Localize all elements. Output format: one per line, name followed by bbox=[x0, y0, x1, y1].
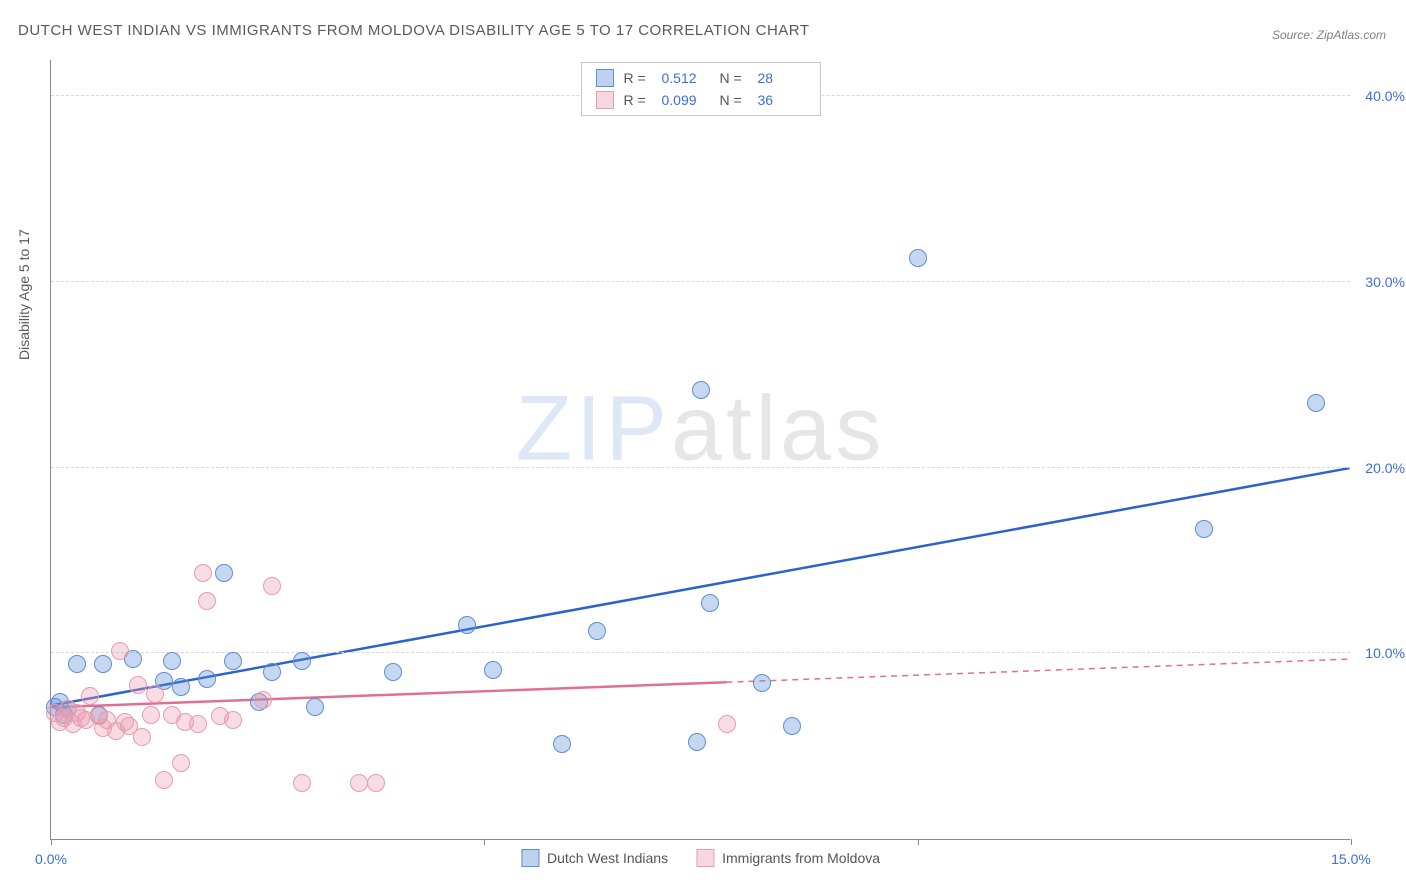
legend-n-value-dutch: 28 bbox=[758, 70, 806, 86]
scatter-point-moldova bbox=[129, 676, 147, 694]
gridline-h bbox=[51, 281, 1350, 282]
scatter-point-dutch bbox=[172, 678, 190, 696]
legend-n-label: N = bbox=[720, 70, 748, 86]
scatter-point-moldova bbox=[224, 711, 242, 729]
scatter-point-moldova bbox=[111, 642, 129, 660]
scatter-point-dutch bbox=[701, 594, 719, 612]
scatter-point-moldova bbox=[81, 687, 99, 705]
y-tick-label: 30.0% bbox=[1355, 274, 1405, 290]
legend-bottom-label: Dutch West Indians bbox=[547, 850, 668, 866]
scatter-point-moldova bbox=[293, 774, 311, 792]
scatter-point-dutch bbox=[484, 661, 502, 679]
legend-swatch-moldova bbox=[596, 91, 614, 109]
scatter-point-moldova bbox=[718, 715, 736, 733]
legend-bottom-label: Immigrants from Moldova bbox=[722, 850, 880, 866]
scatter-point-moldova bbox=[142, 706, 160, 724]
y-tick-label: 20.0% bbox=[1355, 460, 1405, 476]
scatter-point-dutch bbox=[198, 670, 216, 688]
legend-bottom: Dutch West Indians Immigrants from Moldo… bbox=[521, 849, 880, 867]
legend-swatch-dutch bbox=[521, 849, 539, 867]
scatter-point-dutch bbox=[163, 652, 181, 670]
scatter-point-dutch bbox=[688, 733, 706, 751]
scatter-point-dutch bbox=[458, 616, 476, 634]
y-axis-label: Disability Age 5 to 17 bbox=[16, 229, 32, 360]
x-tick-mark bbox=[918, 839, 919, 845]
legend-top-row: R = 0.099 N = 36 bbox=[582, 89, 820, 111]
scatter-point-dutch bbox=[68, 655, 86, 673]
scatter-point-moldova bbox=[146, 685, 164, 703]
gridline-h bbox=[51, 467, 1350, 468]
scatter-point-dutch bbox=[909, 249, 927, 267]
scatter-point-dutch bbox=[692, 381, 710, 399]
x-tick-mark bbox=[51, 839, 52, 845]
gridline-h bbox=[51, 652, 1350, 653]
chart-title: DUTCH WEST INDIAN VS IMMIGRANTS FROM MOL… bbox=[18, 22, 810, 39]
scatter-point-moldova bbox=[133, 728, 151, 746]
legend-top: R = 0.512 N = 28 R = 0.099 N = 36 bbox=[581, 62, 821, 116]
scatter-point-moldova bbox=[172, 754, 190, 772]
scatter-point-moldova bbox=[367, 774, 385, 792]
legend-swatch-moldova bbox=[696, 849, 714, 867]
x-tick-label: 15.0% bbox=[1331, 851, 1371, 867]
scatter-point-dutch bbox=[384, 663, 402, 681]
scatter-point-dutch bbox=[783, 717, 801, 735]
legend-r-label: R = bbox=[624, 92, 652, 108]
legend-r-value-dutch: 0.512 bbox=[662, 70, 710, 86]
legend-top-row: R = 0.512 N = 28 bbox=[582, 67, 820, 89]
scatter-point-dutch bbox=[1195, 520, 1213, 538]
legend-r-value-moldova: 0.099 bbox=[662, 92, 710, 108]
watermark-zip: ZIP bbox=[516, 377, 671, 479]
scatter-point-moldova bbox=[263, 577, 281, 595]
x-tick-mark bbox=[1351, 839, 1352, 845]
scatter-point-dutch bbox=[553, 735, 571, 753]
scatter-point-moldova bbox=[189, 715, 207, 733]
scatter-point-dutch bbox=[94, 655, 112, 673]
legend-n-value-moldova: 36 bbox=[758, 92, 806, 108]
scatter-point-dutch bbox=[263, 663, 281, 681]
y-tick-label: 40.0% bbox=[1355, 88, 1405, 104]
legend-n-label: N = bbox=[720, 92, 748, 108]
y-tick-label: 10.0% bbox=[1355, 645, 1405, 661]
plot-area: ZIPatlas R = 0.512 N = 28 R = 0.099 N = … bbox=[50, 60, 1350, 840]
x-tick-mark bbox=[484, 839, 485, 845]
scatter-point-moldova bbox=[350, 774, 368, 792]
legend-r-label: R = bbox=[624, 70, 652, 86]
legend-swatch-dutch bbox=[596, 69, 614, 87]
scatter-point-moldova bbox=[194, 564, 212, 582]
trend-line-moldova-extrapolated bbox=[726, 659, 1349, 682]
scatter-point-dutch bbox=[588, 622, 606, 640]
trend-line-dutch bbox=[51, 468, 1349, 705]
source-label: Source: ZipAtlas.com bbox=[1272, 28, 1386, 42]
legend-bottom-item: Immigrants from Moldova bbox=[696, 849, 880, 867]
scatter-point-dutch bbox=[306, 698, 324, 716]
scatter-point-moldova bbox=[254, 691, 272, 709]
scatter-point-dutch bbox=[224, 652, 242, 670]
trend-lines-layer bbox=[51, 60, 1350, 839]
scatter-point-dutch bbox=[293, 652, 311, 670]
scatter-point-dutch bbox=[1307, 394, 1325, 412]
x-tick-label: 0.0% bbox=[35, 851, 67, 867]
scatter-point-moldova bbox=[198, 592, 216, 610]
scatter-point-dutch bbox=[215, 564, 233, 582]
scatter-point-dutch bbox=[753, 674, 771, 692]
scatter-point-moldova bbox=[155, 771, 173, 789]
legend-bottom-item: Dutch West Indians bbox=[521, 849, 668, 867]
